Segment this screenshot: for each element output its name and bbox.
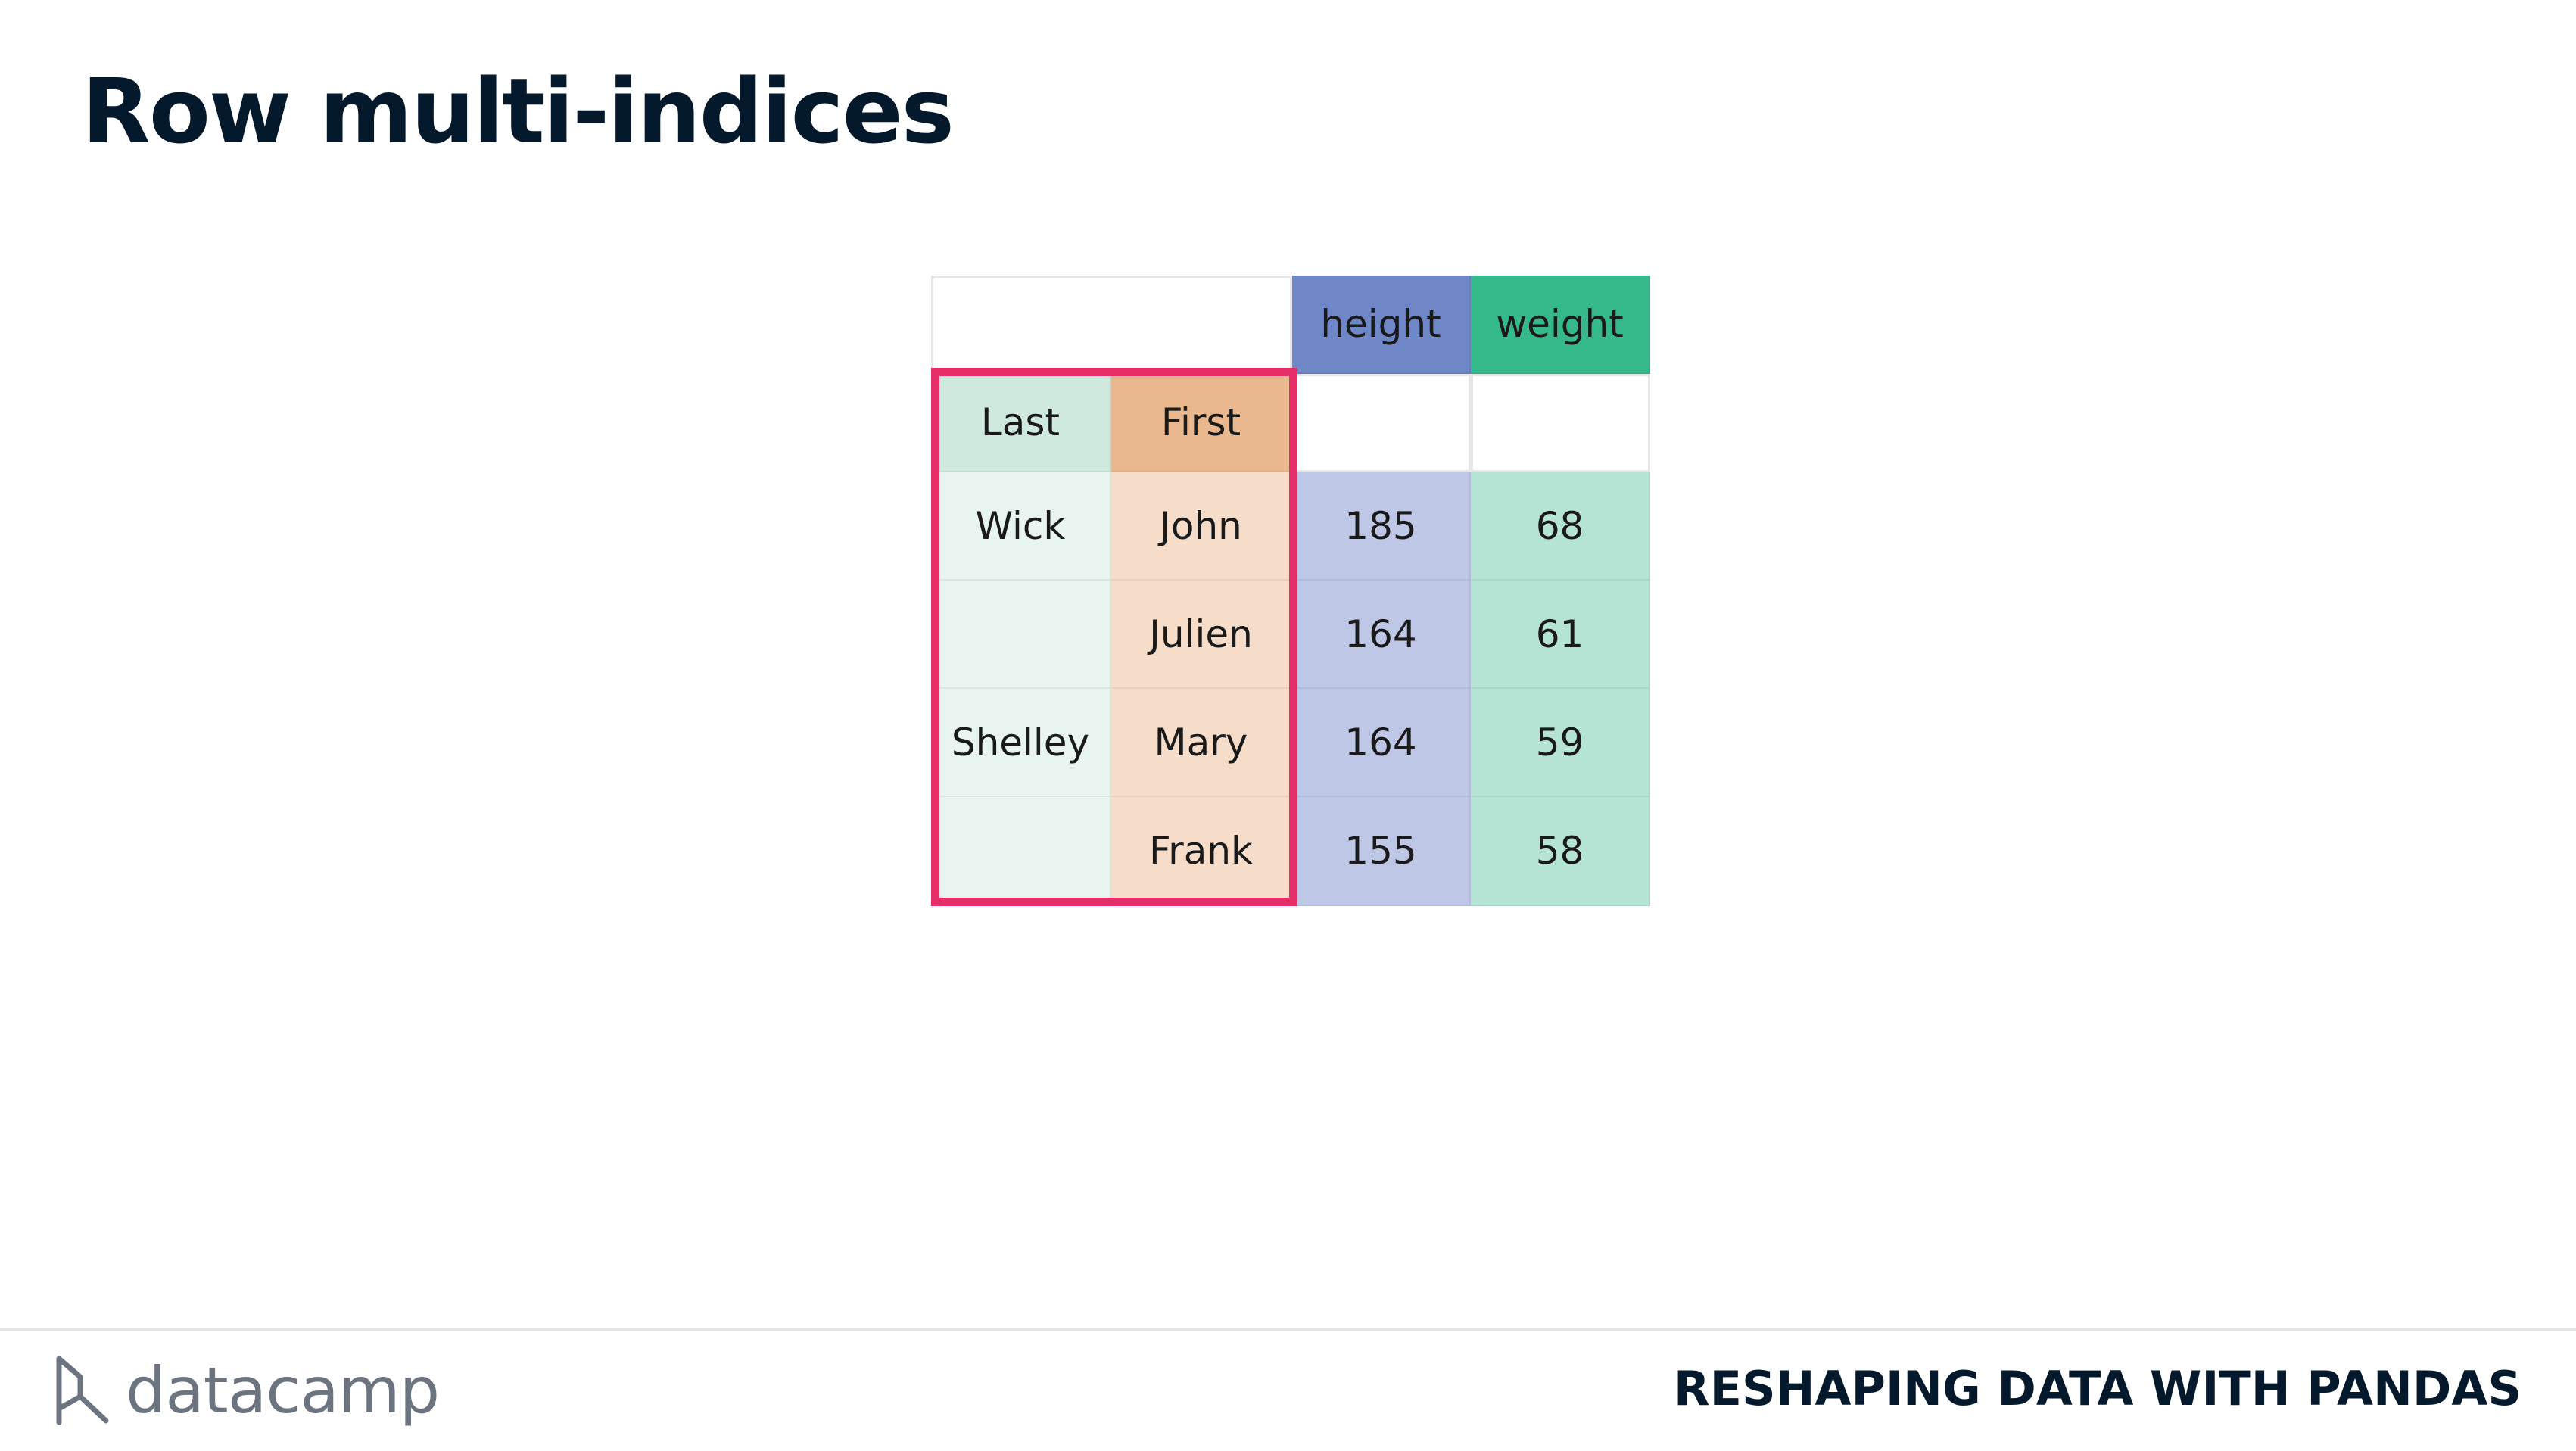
table-cell-weight: 68 — [1471, 472, 1650, 581]
table-cell-first: Frank — [1111, 797, 1292, 906]
table-cell-height: 164 — [1292, 689, 1471, 797]
table-cell-weight: 59 — [1471, 689, 1650, 797]
table-cell-last: Shelley — [931, 689, 1111, 797]
table-cell-first: Mary — [1111, 689, 1292, 797]
footer-divider — [0, 1328, 2576, 1331]
datacamp-logo: datacamp — [53, 1349, 440, 1432]
table-corner-cell — [931, 276, 1292, 374]
table-cell-height: 155 — [1292, 797, 1471, 906]
index-header-last: Last — [931, 374, 1111, 472]
course-name: RESHAPING DATA WITH PANDAS — [1673, 1361, 2521, 1416]
datacamp-logo-icon — [56, 1356, 109, 1425]
multi-index-table: height weight Last First Wick John 185 6… — [931, 276, 1650, 906]
table-cell-last — [931, 797, 1111, 906]
table-cell-weight: 61 — [1471, 581, 1650, 689]
table-cell-height: 185 — [1292, 472, 1471, 581]
column-header-height: height — [1292, 276, 1471, 374]
table-cell-height: 164 — [1292, 581, 1471, 689]
table-cell-first: Julien — [1111, 581, 1292, 689]
column-header-weight: weight — [1471, 276, 1650, 374]
blank-header-cell — [1471, 374, 1650, 472]
blank-header-cell — [1292, 374, 1471, 472]
brand-name: datacamp — [126, 1353, 440, 1428]
table-cell-weight: 58 — [1471, 797, 1650, 906]
slide-title: Row multi-indices — [82, 59, 955, 163]
table-cell-last: Wick — [931, 472, 1111, 581]
index-header-first: First — [1111, 374, 1292, 472]
table-cell-last — [931, 581, 1111, 689]
table-cell-first: John — [1111, 472, 1292, 581]
